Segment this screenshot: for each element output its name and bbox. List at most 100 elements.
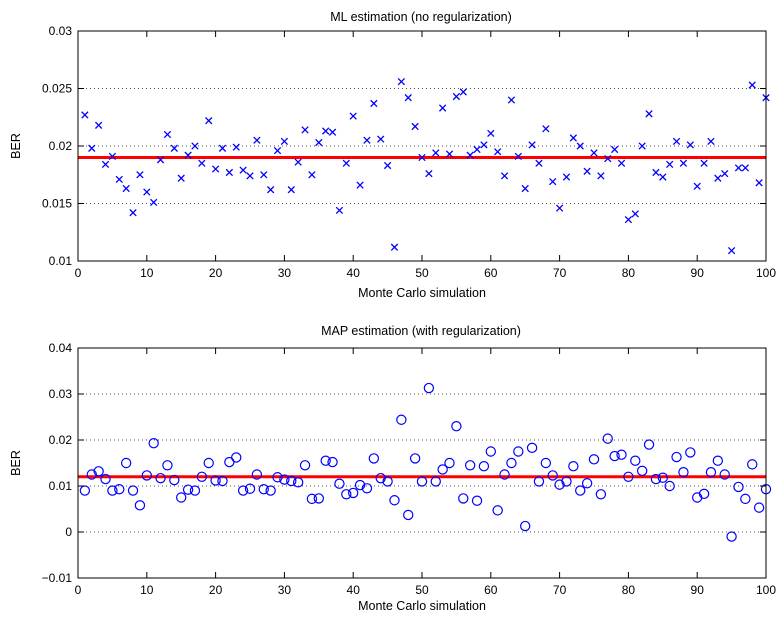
data-point: [411, 122, 419, 131]
data-point: [547, 470, 558, 481]
data-point: [514, 152, 522, 161]
data-point: [617, 159, 626, 167]
y-tick-label: 0.015: [42, 197, 72, 211]
y-tick-label: −0.01: [42, 571, 73, 585]
data-point: [114, 484, 125, 495]
data-point: [636, 465, 648, 477]
x-tick-label: 20: [209, 583, 223, 597]
data-point: [452, 92, 461, 101]
data-point: [198, 159, 206, 167]
data-point: [88, 144, 96, 152]
data-point: [404, 94, 412, 102]
data-point: [308, 171, 316, 179]
data-point: [631, 210, 639, 218]
data-point: [136, 171, 144, 179]
data-point: [150, 198, 158, 207]
y-tick-label: 0.03: [49, 387, 73, 401]
plot-area-frame: [77, 347, 767, 579]
data-point: [568, 461, 579, 472]
x-tick-label: 100: [756, 583, 776, 597]
data-point: [196, 471, 208, 482]
data-point: [211, 165, 220, 173]
data-point: [494, 148, 502, 156]
data-point: [555, 204, 564, 212]
data-point: [590, 149, 598, 157]
data-point: [610, 145, 619, 154]
data-point: [81, 111, 89, 119]
data-point: [86, 469, 97, 480]
data-point: [383, 161, 392, 170]
data-point: [609, 450, 620, 462]
data-point: [657, 472, 669, 483]
data-point: [480, 141, 488, 149]
data-point: [569, 134, 578, 142]
data-point: [671, 451, 682, 463]
y-tick-label: 0.01: [49, 479, 73, 493]
data-point: [533, 476, 545, 487]
y-tick-label: 0.01: [49, 254, 73, 268]
data-point: [659, 173, 667, 181]
data-point: [425, 169, 433, 178]
data-point: [459, 88, 467, 96]
data-point: [679, 159, 688, 167]
data-point: [604, 154, 612, 163]
x-tick-label: 0: [75, 266, 82, 280]
data-point: [561, 476, 572, 487]
map-estimation-chart: MAP estimation (with regularization) −0.…: [9, 324, 776, 613]
data-point: [507, 96, 516, 104]
x-tick-label: 0: [75, 583, 82, 597]
x-tick-label: 70: [553, 583, 567, 597]
data-point: [169, 474, 180, 486]
data-point: [430, 476, 441, 487]
data-point: [575, 485, 586, 496]
data-point: [189, 485, 201, 496]
data-point: [403, 509, 414, 521]
data-point: [733, 481, 744, 493]
data-point: [693, 182, 701, 190]
data-point: [265, 485, 276, 496]
data-point: [437, 464, 448, 475]
x-tick-label: 30: [278, 583, 292, 597]
data-point: [163, 130, 172, 139]
data-point: [500, 172, 509, 180]
data-point: [239, 166, 247, 174]
data-point: [320, 455, 331, 466]
data-point: [328, 128, 337, 136]
data-point: [707, 137, 715, 146]
data-point: [487, 129, 495, 138]
data-point: [597, 172, 605, 180]
data-point: [432, 149, 440, 157]
data-point: [306, 493, 318, 505]
data-point: [205, 117, 213, 125]
data-point: [712, 455, 724, 466]
data-point: [741, 164, 750, 172]
data-point: [672, 137, 681, 146]
data-point: [287, 186, 295, 194]
x-tick-label: 50: [415, 583, 429, 597]
data-point: [363, 136, 371, 144]
data-point: [313, 493, 324, 504]
data-point: [438, 104, 447, 112]
data-point: [115, 175, 123, 184]
data-point: [354, 479, 366, 491]
data-point: [286, 475, 297, 487]
data-point: [409, 453, 421, 464]
x-tick-label: 20: [209, 266, 223, 280]
data-point: [341, 489, 352, 500]
data-point: [423, 382, 435, 394]
data-point: [175, 492, 187, 503]
data-point: [397, 77, 406, 86]
data-point: [747, 459, 758, 470]
data-point: [382, 476, 393, 487]
data-point: [464, 460, 476, 471]
x-tick-label: 80: [622, 583, 636, 597]
data-point: [562, 173, 571, 181]
data-point: [698, 488, 710, 500]
data-point: [664, 480, 675, 492]
data-point: [120, 457, 132, 469]
data-point: [134, 500, 146, 511]
data-point: [581, 478, 593, 489]
data-point: [315, 138, 323, 147]
data-point: [244, 483, 256, 494]
data-point: [155, 472, 166, 484]
